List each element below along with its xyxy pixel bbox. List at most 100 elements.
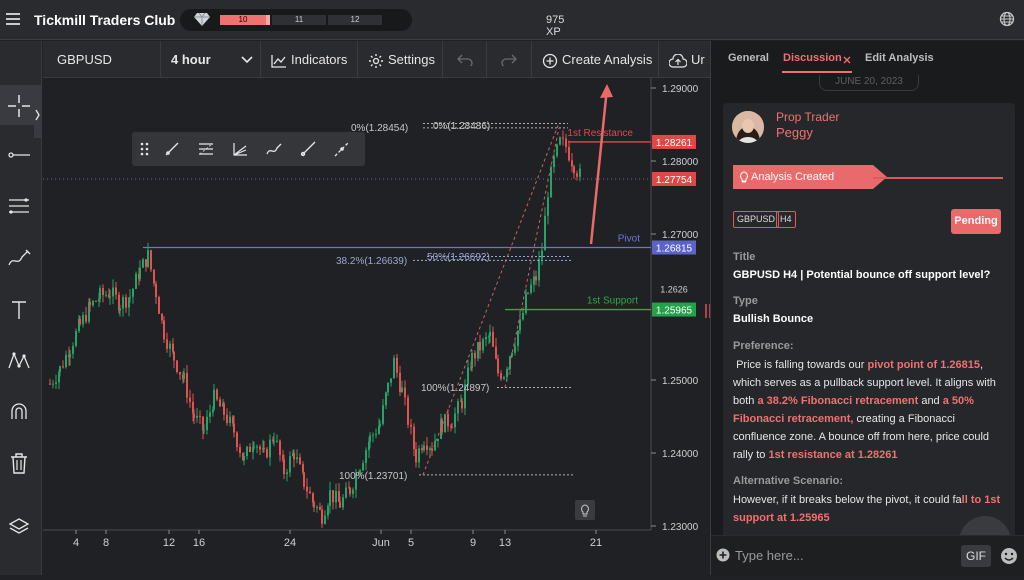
symbol-tag: GBPUSD — [733, 211, 780, 228]
xp-segment-2: 11 — [272, 15, 326, 25]
candle-body — [139, 267, 141, 280]
gif-button[interactable]: GIF — [961, 545, 991, 567]
lightbulb-icon — [581, 504, 589, 517]
pattern-tool[interactable] — [0, 340, 42, 380]
candle-body — [457, 401, 459, 414]
ray-line-icon[interactable] — [299, 140, 317, 158]
candle-body — [109, 296, 111, 298]
message-input[interactable] — [733, 542, 953, 568]
candle-body — [482, 339, 484, 351]
pref-text-1: Price is falling towards our — [736, 359, 868, 371]
candle-body — [579, 168, 581, 177]
price-tag-label-partial: 1.2626 — [660, 285, 688, 295]
settings-button[interactable]: Settings — [358, 41, 443, 78]
price-tag-label: 1.27754 — [656, 175, 693, 186]
close-tab-icon[interactable] — [843, 56, 851, 64]
fib-fan-icon[interactable] — [231, 140, 249, 158]
price-tag-label: 1.26815 — [656, 244, 693, 255]
price-chart[interactable]: 1.29000 1.28000 1.27000 1.25000 1.24000 1.230… — [43, 78, 710, 575]
alt-text-1: However, if it breaks below the pivot, i… — [733, 494, 962, 506]
projection-arrow-head — [600, 84, 613, 98]
candle-body — [319, 506, 321, 510]
candle-body — [119, 308, 121, 311]
redo-button[interactable] — [487, 41, 532, 78]
brush-tool[interactable] — [0, 237, 42, 277]
redo-icon — [501, 54, 517, 66]
drag-handle-icon[interactable] — [136, 140, 154, 158]
candle-body — [176, 360, 178, 372]
candle-body — [345, 487, 347, 498]
globe-icon[interactable] — [999, 11, 1015, 27]
timeframe-label: 4 hour — [171, 52, 211, 67]
candle-body — [533, 276, 535, 285]
create-analysis-label: Create Analysis — [562, 52, 653, 67]
price-tag — [652, 240, 696, 255]
candle-body — [447, 413, 449, 427]
magnet-tool[interactable] — [0, 391, 42, 431]
expand-tools-button[interactable] — [34, 92, 42, 138]
undo-button[interactable] — [443, 41, 487, 78]
extended-line-icon[interactable] — [333, 140, 351, 158]
symbol-selector[interactable]: GBPUSD — [43, 41, 161, 78]
candle-body — [269, 439, 271, 458]
candle-body — [166, 339, 168, 349]
emoji-icon[interactable] — [1000, 547, 1018, 565]
candle-body — [477, 342, 479, 359]
trend-line-icon[interactable] — [163, 140, 181, 158]
candle-body — [282, 455, 284, 460]
candle-body — [306, 486, 308, 492]
candle-body — [335, 491, 337, 503]
upload-button[interactable]: Ur — [659, 41, 710, 78]
create-analysis-button[interactable]: Create Analysis — [532, 41, 659, 78]
candle-body — [158, 297, 160, 314]
fib-tool[interactable] — [0, 185, 42, 225]
tab-discussion[interactable]: Discussion — [783, 52, 842, 64]
candle-body — [98, 298, 100, 302]
candle-body — [544, 215, 546, 251]
candle-body — [62, 366, 64, 368]
author-name[interactable]: Peggy — [776, 125, 813, 140]
candle-body — [142, 259, 144, 268]
candle-body — [279, 440, 281, 456]
alt-highlight-1: ll to 1st — [961, 494, 1001, 506]
fib-label: 100%(1.24897) — [421, 383, 489, 394]
date-tick-label: 13 — [499, 537, 511, 549]
add-attachment-icon[interactable] — [716, 548, 730, 562]
price-tick-label: 1.23000 — [662, 522, 699, 533]
tab-general[interactable]: General — [728, 52, 769, 64]
xp-value: 975 XP — [546, 14, 565, 38]
candle-body — [145, 259, 147, 267]
indicators-button[interactable]: Indicators — [261, 41, 358, 78]
banner-shape — [733, 165, 887, 189]
candle-body — [216, 389, 218, 400]
brand-title: Tickmill Traders Club — [34, 12, 176, 28]
candle-body — [369, 435, 371, 442]
layers-tool[interactable] — [0, 506, 42, 546]
curve-brush-icon[interactable] — [265, 140, 283, 158]
text-icon — [12, 301, 26, 319]
avatar[interactable] — [732, 111, 764, 143]
candle-body — [272, 439, 274, 441]
candle-body — [538, 258, 540, 281]
candle-body — [256, 446, 258, 448]
pref-highlight-resistance: 1st resistance at 1.28261 — [768, 449, 898, 461]
xp-divider — [270, 15, 272, 25]
candle-body — [95, 301, 97, 303]
floating-drawing-toolbar — [132, 132, 365, 166]
menu-icon[interactable] — [6, 13, 20, 25]
tab-edit-analysis[interactable]: Edit Analysis — [865, 52, 934, 64]
candle-body — [135, 273, 137, 289]
timeframe-selector[interactable]: 4 hour — [161, 41, 261, 78]
candle-body — [212, 409, 214, 413]
pref-text-2: , which serves as a pullback support lev… — [733, 359, 996, 407]
candle-body — [108, 294, 110, 298]
text-tool[interactable] — [0, 289, 42, 329]
alt-highlight-support: support at 1.25965 — [733, 512, 830, 524]
candle-body — [132, 288, 134, 297]
fib-levels-icon — [9, 198, 29, 214]
horizontal-line-tool[interactable] — [0, 134, 42, 174]
author-role: Prop Trader — [776, 110, 840, 124]
fib-retracement-icon[interactable] — [197, 140, 215, 158]
brush-icon — [8, 249, 31, 266]
delete-drawings-tool[interactable] — [0, 442, 42, 482]
